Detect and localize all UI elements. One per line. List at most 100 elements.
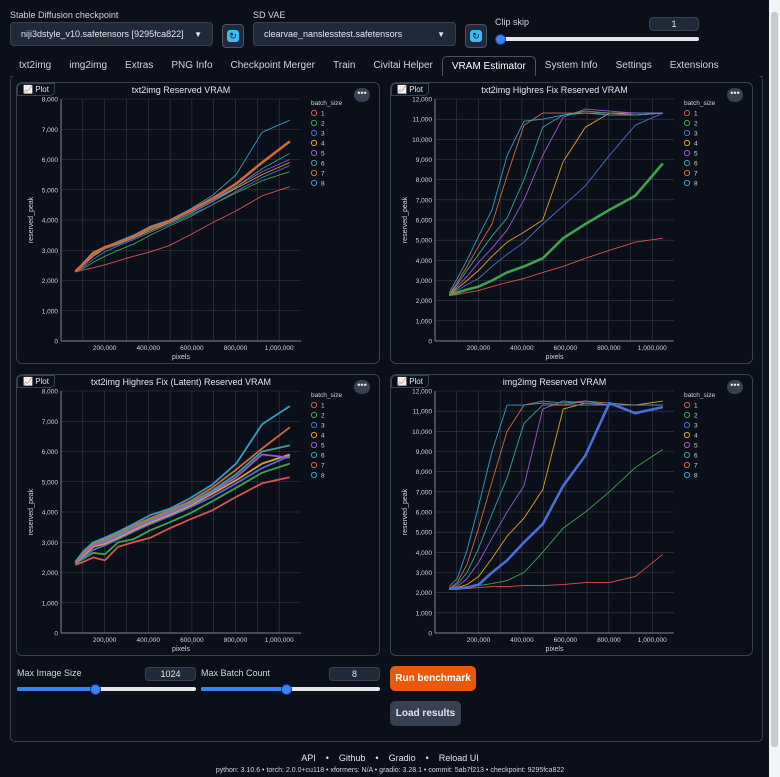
chart-title: txt2img Reserved VRAM xyxy=(132,85,231,95)
legend-label: 6 xyxy=(694,453,698,460)
tab-vram-estimator[interactable]: VRAM Estimator xyxy=(441,56,536,77)
slider-knob[interactable] xyxy=(90,684,101,695)
refresh-vae-button[interactable]: ↻ xyxy=(465,24,487,48)
legend-label: 6 xyxy=(321,161,325,168)
legend-marker xyxy=(683,421,691,429)
plot-img2img: 📈 Plot ••• img2img Reserved VRAM 0 1,000 2,… xyxy=(390,374,753,656)
y-tick-label: 3,000 xyxy=(42,540,59,547)
y-tick-label: 0 xyxy=(54,339,58,346)
y-tick-label: 8,000 xyxy=(42,389,59,396)
chart-img2img-reserved-vram: img2img Reserved VRAM 0 1,000 2,000 3,000 4,0… xyxy=(402,377,715,653)
x-tick-label: 1,000,000 xyxy=(638,637,667,644)
run-benchmark-button[interactable]: Run benchmark xyxy=(390,666,476,691)
x-axis-label: pixels xyxy=(546,354,564,361)
slider-knob[interactable] xyxy=(495,34,506,45)
footer-links: API • Github • Gradio • Reload UI xyxy=(0,753,780,763)
footer-link-api[interactable]: API xyxy=(301,753,316,763)
legend-label: 4 xyxy=(321,141,325,148)
tab-txt2img[interactable]: txt2img xyxy=(19,60,52,71)
y-tick-label: 10,000 xyxy=(412,137,432,144)
load-results-button[interactable]: Load results xyxy=(390,701,461,726)
more-options-button[interactable]: ••• xyxy=(354,88,370,102)
legend-label: 8 xyxy=(694,473,698,480)
series-line-batch-2 xyxy=(448,162,664,296)
y-tick-label: 2,000 xyxy=(42,570,59,577)
more-options-button[interactable]: ••• xyxy=(354,380,370,394)
max-batch-count-slider[interactable] xyxy=(201,684,380,695)
y-tick-label: 12,000 xyxy=(412,389,432,396)
series-line-batch-4 xyxy=(74,453,291,565)
max-batch-count-number[interactable]: 8 xyxy=(329,667,380,681)
vae-dropdown[interactable]: clearvae_nanslesstest.safetensors ▼ xyxy=(253,22,456,46)
legend-label: 6 xyxy=(321,453,325,460)
y-tick-label: 2,000 xyxy=(42,278,59,285)
x-tick-label: 800,000 xyxy=(597,637,621,644)
tab-settings[interactable]: Settings xyxy=(615,60,652,71)
checkpoint-dropdown[interactable]: niji3dstyle_v10.safetensors [9295fca822]… xyxy=(10,22,213,46)
clip-skip-number[interactable]: 1 xyxy=(649,17,699,31)
chart-txt2img-reserved-vram: txt2img Reserved VRAM 0 1,000 2,000 3,000 4,0… xyxy=(28,85,342,361)
tab-system-info[interactable]: System Info xyxy=(544,60,598,71)
legend-title: batch_size xyxy=(311,392,342,399)
legend-marker xyxy=(310,441,318,449)
scrollbar-thumb[interactable] xyxy=(771,12,778,747)
slider-fill xyxy=(201,687,285,691)
y-tick-label: 1,000 xyxy=(416,318,433,325)
x-tick-label: 800,000 xyxy=(597,345,621,352)
tab-extensions[interactable]: Extensions xyxy=(669,60,719,71)
refresh-checkpoint-button[interactable]: ↻ xyxy=(222,24,244,48)
y-tick-label: 1,000 xyxy=(42,600,59,607)
more-options-button[interactable]: ••• xyxy=(727,380,743,394)
legend-marker xyxy=(683,159,691,167)
footer-separator: • xyxy=(325,753,329,763)
y-tick-label: 10,000 xyxy=(412,429,432,436)
footer-link-gradio[interactable]: Gradio xyxy=(388,753,416,763)
y-tick-label: 4,000 xyxy=(416,550,433,557)
legend-marker xyxy=(310,149,318,157)
y-tick-label: 0 xyxy=(428,339,432,346)
scrollbar[interactable] xyxy=(769,0,780,777)
legend-label: 7 xyxy=(321,171,325,178)
tab-png-info[interactable]: PNG Info xyxy=(171,60,213,71)
legend-label: 6 xyxy=(694,161,698,168)
series-line-batch-7 xyxy=(74,426,291,564)
more-options-button[interactable]: ••• xyxy=(727,88,743,102)
footer-link-github[interactable]: Github xyxy=(338,753,366,763)
legend-marker xyxy=(683,411,691,419)
max-image-size-number[interactable]: 1024 xyxy=(145,667,196,681)
legend-marker xyxy=(683,129,691,137)
checkpoint-label: Stable Diffusion checkpoint xyxy=(10,10,119,20)
slider-knob[interactable] xyxy=(281,684,292,695)
y-tick-label: 1,000 xyxy=(42,308,59,315)
legend-label: 8 xyxy=(321,181,325,188)
y-tick-label: 0 xyxy=(54,631,58,638)
plot-highres-latent: 📈 Plot ••• txt2img Highres Fix (Latent) … xyxy=(16,374,380,656)
legend-label: 7 xyxy=(694,463,698,470)
tab-extras[interactable]: Extras xyxy=(125,60,154,71)
legend-label: 1 xyxy=(321,403,325,410)
tab-img2img[interactable]: img2img xyxy=(69,60,108,71)
vae-label: SD VAE xyxy=(253,10,286,20)
series-line-batch-3 xyxy=(449,401,664,590)
y-tick-label: 2,000 xyxy=(416,298,433,305)
series-line-batch-1 xyxy=(449,237,663,297)
tab-train[interactable]: Train xyxy=(333,60,356,71)
legend-marker xyxy=(683,471,691,479)
x-tick-label: 200,000 xyxy=(93,345,117,352)
legend-label: 4 xyxy=(321,433,325,440)
tab-civitai-helper[interactable]: Civitai Helper xyxy=(373,60,433,71)
x-tick-label: 400,000 xyxy=(510,345,534,352)
clip-skip-slider[interactable] xyxy=(495,34,699,45)
y-tick-label: 4,000 xyxy=(416,258,433,265)
y-axis-label: reserved_peak xyxy=(402,196,409,243)
legend-label: 4 xyxy=(694,433,698,440)
footer-link-reload-ui[interactable]: Reload UI xyxy=(438,753,479,763)
slider-fill xyxy=(17,687,94,691)
slider-track xyxy=(495,37,699,41)
max-image-size-slider[interactable] xyxy=(17,684,196,695)
tab-checkpoint-merger[interactable]: Checkpoint Merger xyxy=(230,60,315,71)
legend-marker xyxy=(683,461,691,469)
legend-label: 2 xyxy=(321,121,325,128)
x-axis-label: pixels xyxy=(172,354,190,361)
y-tick-label: 9,000 xyxy=(416,157,433,164)
